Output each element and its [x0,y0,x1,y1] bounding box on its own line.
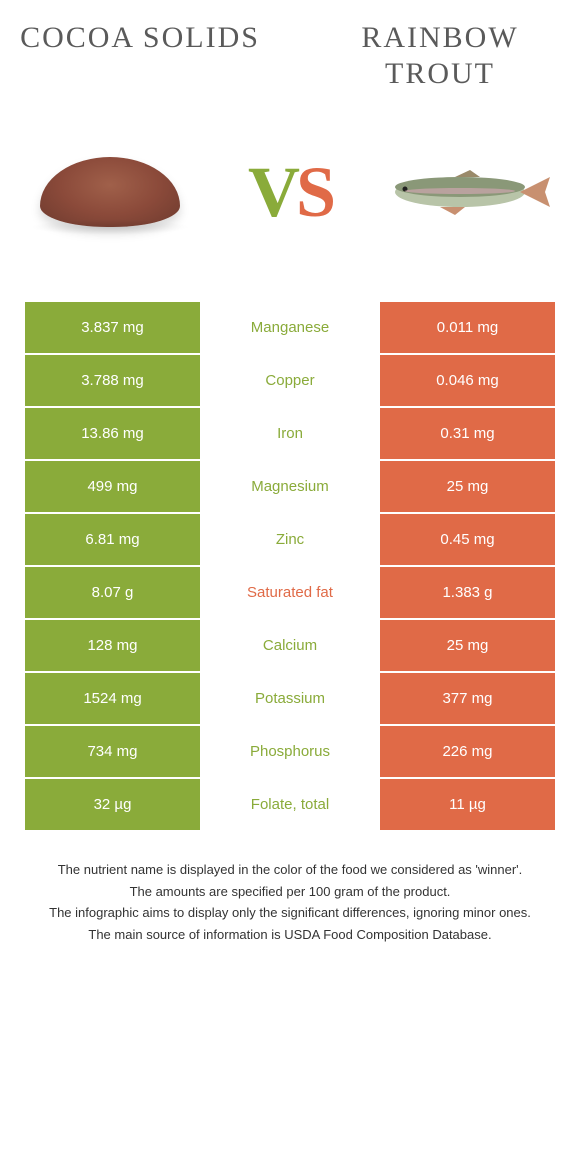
nutrient-name: Potassium [200,673,380,724]
footer-line: The infographic aims to display only the… [30,903,550,923]
right-value: 1.383 g [380,567,555,618]
vs-s: S [296,152,332,232]
footer-line: The nutrient name is displayed in the co… [30,860,550,880]
trout-icon [385,167,555,217]
cocoa-image [20,132,200,252]
nutrient-name: Magnesium [200,461,380,512]
nutrient-row: 499 mgMagnesium25 mg [25,461,555,512]
nutrient-name: Folate, total [200,779,380,830]
footer-line: The amounts are specified per 100 gram o… [30,882,550,902]
right-value: 0.45 mg [380,514,555,565]
nutrient-row: 8.07 gSaturated fat1.383 g [25,567,555,618]
right-value: 25 mg [380,461,555,512]
left-value: 734 mg [25,726,200,777]
footer-notes: The nutrient name is displayed in the co… [20,860,560,944]
cocoa-pile-icon [40,157,180,227]
title-right: RAINBOW TROUT [320,20,560,92]
nutrient-name: Manganese [200,302,380,353]
nutrient-table: 3.837 mgManganese0.011 mg3.788 mgCopper0… [25,302,555,830]
left-value: 1524 mg [25,673,200,724]
right-value: 0.046 mg [380,355,555,406]
left-value: 128 mg [25,620,200,671]
right-value: 25 mg [380,620,555,671]
nutrient-name: Copper [200,355,380,406]
nutrient-row: 1524 mgPotassium377 mg [25,673,555,724]
title-left: COCOA SOLIDS [20,20,260,92]
vs-label: VS [248,151,332,234]
nutrient-row: 3.788 mgCopper0.046 mg [25,355,555,406]
right-value: 226 mg [380,726,555,777]
left-value: 8.07 g [25,567,200,618]
header: COCOA SOLIDS RAINBOW TROUT [20,20,560,92]
left-value: 13.86 mg [25,408,200,459]
nutrient-row: 128 mgCalcium25 mg [25,620,555,671]
images-row: VS [20,132,560,252]
nutrient-name: Iron [200,408,380,459]
left-value: 499 mg [25,461,200,512]
left-value: 6.81 mg [25,514,200,565]
vs-v: V [248,152,296,232]
nutrient-name: Phosphorus [200,726,380,777]
footer-line: The main source of information is USDA F… [30,925,550,945]
left-value: 3.788 mg [25,355,200,406]
right-value: 11 µg [380,779,555,830]
nutrient-name: Zinc [200,514,380,565]
nutrient-name: Calcium [200,620,380,671]
left-value: 3.837 mg [25,302,200,353]
nutrient-row: 6.81 mgZinc0.45 mg [25,514,555,565]
nutrient-row: 13.86 mgIron0.31 mg [25,408,555,459]
nutrient-row: 32 µgFolate, total11 µg [25,779,555,830]
nutrient-name: Saturated fat [200,567,380,618]
trout-image [380,132,560,252]
right-value: 0.011 mg [380,302,555,353]
right-value: 377 mg [380,673,555,724]
nutrient-row: 734 mgPhosphorus226 mg [25,726,555,777]
nutrient-row: 3.837 mgManganese0.011 mg [25,302,555,353]
left-value: 32 µg [25,779,200,830]
right-value: 0.31 mg [380,408,555,459]
